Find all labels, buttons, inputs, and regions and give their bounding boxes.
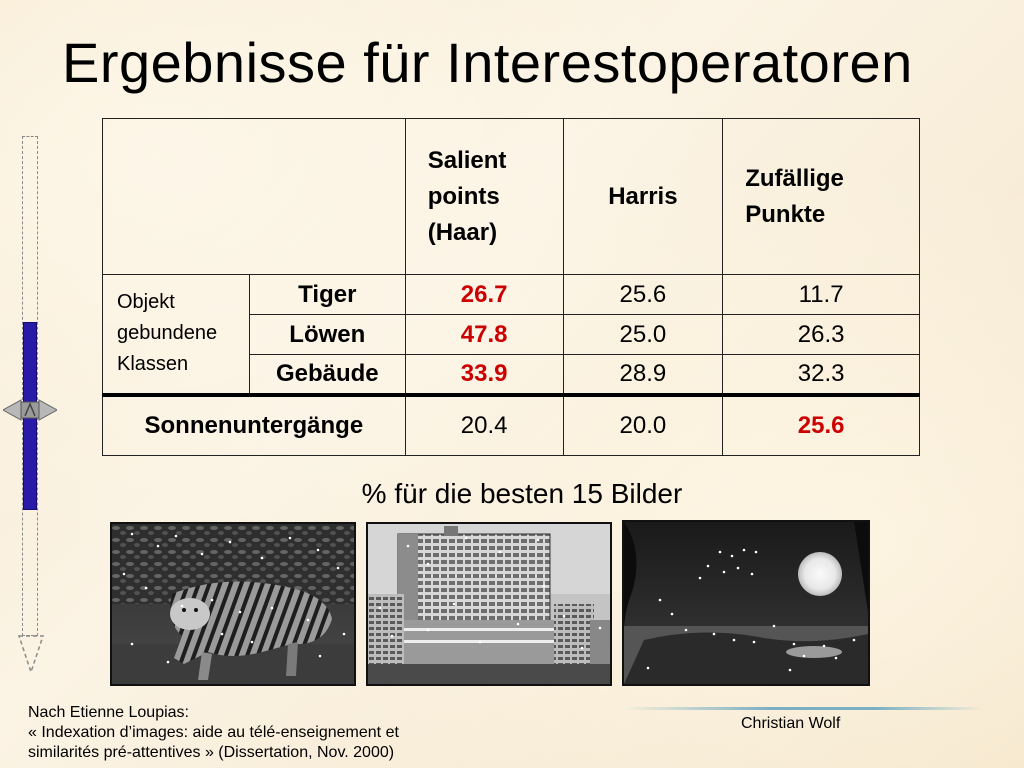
source-line: « Indexation d’images: aide au télé-ense…	[28, 724, 399, 741]
column-header-salient: Salient points (Haar)	[404, 118, 564, 275]
table-cell: 26.7	[404, 274, 564, 315]
slide-title: Ergebnisse für Interestoperatoren	[62, 31, 913, 94]
column-header-harris: Harris	[562, 118, 724, 275]
table-cell: 33.9	[404, 354, 564, 395]
table-cell: 11.7	[722, 274, 920, 315]
table-cell: 25.6	[562, 274, 724, 315]
column-header-random: Zufällige Punkte	[722, 118, 920, 275]
table-corner-cell	[102, 118, 406, 275]
sunset-photo	[622, 520, 870, 686]
arrow-down-icon[interactable]	[17, 634, 45, 674]
scroll-handle-icon[interactable]	[3, 398, 57, 422]
footer-source: Nach Etienne Loupias: « Indexation d’ima…	[28, 703, 399, 763]
table-caption: % für die besten 15 Bilder	[361, 478, 683, 509]
table-cell: 28.9	[562, 354, 724, 395]
table-cell: 25.0	[562, 314, 724, 355]
tiger-photo	[110, 522, 356, 686]
table-cell: 32.3	[722, 354, 920, 395]
row-label: Gebäude	[248, 354, 406, 395]
results-table: Salient points (Haar) Harris Zufällige P…	[102, 118, 920, 456]
group-label: Objekt gebundene Klassen	[102, 274, 250, 395]
footer-divider	[624, 707, 984, 710]
source-line: Nach Etienne Loupias:	[28, 704, 189, 721]
table-row: Sonnenuntergänge 20.4 20.0 25.6	[102, 392, 920, 456]
table-cell: 20.4	[404, 392, 564, 456]
table-header-row: Salient points (Haar) Harris Zufällige P…	[102, 118, 920, 275]
table-cell: 25.6	[722, 392, 920, 456]
table-cell: 26.3	[722, 314, 920, 355]
building-photo	[366, 522, 612, 686]
table-row: Objekt gebundene Klassen Tiger 26.7 25.6…	[102, 274, 920, 395]
footer-author: Christian Wolf	[741, 715, 841, 732]
source-line: similarités pré-attentives » (Dissertati…	[28, 744, 395, 761]
table-cell: 20.0	[562, 392, 724, 456]
row-label: Tiger	[248, 274, 406, 315]
row-label: Sonnenuntergänge	[102, 392, 406, 456]
row-label: Löwen	[248, 314, 406, 355]
table-cell: 47.8	[404, 314, 564, 355]
